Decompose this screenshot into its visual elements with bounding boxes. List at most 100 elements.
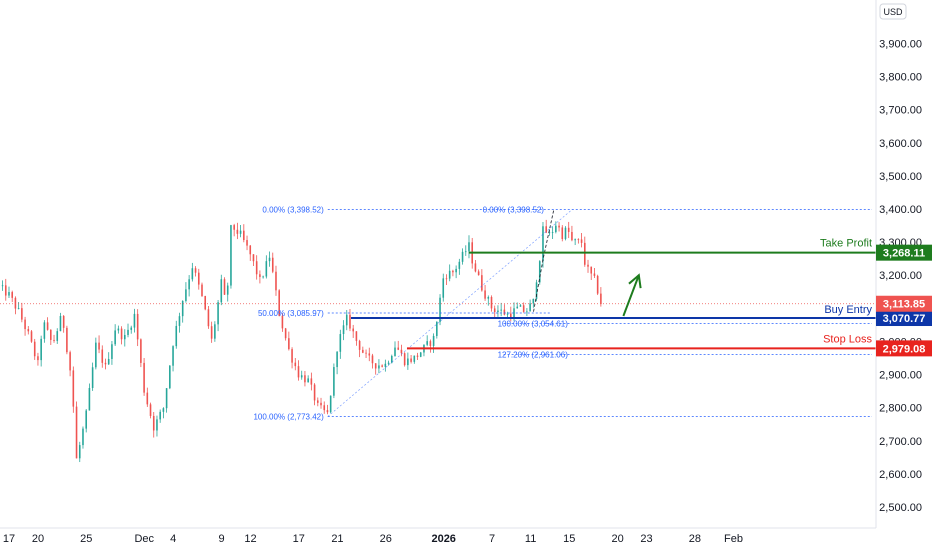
date-tick-label: 21 bbox=[331, 533, 343, 545]
candle-body bbox=[551, 232, 554, 233]
candle-body bbox=[120, 328, 123, 340]
candle-body bbox=[339, 334, 342, 352]
candles-layer bbox=[1, 219, 602, 463]
candle-body bbox=[281, 315, 284, 329]
candle-body bbox=[381, 365, 383, 367]
candle-body bbox=[255, 261, 258, 275]
candle-body bbox=[461, 251, 464, 262]
candle-body bbox=[188, 279, 190, 290]
candle-body bbox=[123, 334, 126, 340]
candle-body bbox=[75, 406, 78, 459]
level-price-text: 3,070.77 bbox=[883, 313, 926, 325]
price-tick-label: 3,600.00 bbox=[879, 138, 922, 150]
candle-body bbox=[82, 428, 84, 446]
candle-body bbox=[178, 316, 181, 326]
candle-body bbox=[503, 309, 506, 315]
date-tick-label: 25 bbox=[80, 533, 92, 545]
candle-body bbox=[583, 242, 586, 265]
candle-body bbox=[130, 327, 133, 330]
date-tick-label: 20 bbox=[611, 533, 623, 545]
candle-body bbox=[535, 282, 538, 299]
last-price-badge bbox=[876, 295, 932, 312]
currency-badge[interactable] bbox=[879, 3, 907, 20]
candle-body bbox=[243, 230, 245, 241]
price-tick-label: 2,500.00 bbox=[879, 502, 922, 514]
candle-body bbox=[33, 341, 36, 357]
candle-body bbox=[140, 339, 142, 363]
candle-body bbox=[358, 340, 361, 350]
candle-body bbox=[477, 271, 480, 276]
candle-body bbox=[413, 355, 416, 362]
candle-body bbox=[117, 328, 120, 331]
candle-body bbox=[526, 311, 528, 313]
candle-body bbox=[146, 392, 149, 405]
candle-body bbox=[497, 310, 499, 312]
level-price-badge bbox=[876, 340, 932, 357]
price-tick-label: 2,900.00 bbox=[879, 370, 922, 382]
candle-body bbox=[429, 341, 432, 346]
candle-body bbox=[66, 327, 68, 353]
candle-body bbox=[165, 388, 168, 409]
candle-body bbox=[329, 395, 332, 413]
candle-body bbox=[426, 341, 428, 345]
date-tick-label: 20 bbox=[32, 533, 44, 545]
candle-body bbox=[284, 328, 287, 339]
date-tick-label: 4 bbox=[170, 533, 176, 545]
candle-body bbox=[91, 367, 94, 388]
candle-body bbox=[194, 268, 197, 273]
candle-body bbox=[580, 239, 583, 243]
candle-body bbox=[522, 305, 525, 312]
candle-body bbox=[349, 314, 351, 329]
candle-body bbox=[233, 225, 235, 230]
price-tick-label: 3,800.00 bbox=[879, 72, 922, 84]
candle-body bbox=[169, 365, 171, 389]
candle-body bbox=[516, 306, 519, 309]
candle-body bbox=[259, 274, 261, 277]
candle-body bbox=[40, 338, 42, 361]
date-tick-label: 17 bbox=[293, 533, 305, 545]
candle-body bbox=[567, 227, 570, 232]
candle-body bbox=[249, 245, 252, 255]
currency-label: USD bbox=[883, 7, 903, 17]
candle-body bbox=[564, 227, 567, 240]
price-tick-label: 3,700.00 bbox=[879, 105, 922, 117]
candle-body bbox=[490, 297, 493, 309]
candle-body bbox=[519, 305, 522, 307]
candle-body bbox=[394, 347, 396, 356]
candle-body bbox=[181, 300, 184, 317]
candle-body bbox=[452, 270, 454, 273]
candle-body bbox=[304, 375, 306, 383]
candle-body bbox=[262, 276, 264, 278]
candle-body bbox=[17, 308, 20, 309]
candle-body bbox=[101, 349, 104, 363]
candle-body bbox=[529, 303, 531, 312]
candle-body bbox=[104, 362, 107, 365]
candle-body bbox=[162, 408, 165, 412]
fib-left-label: 100.00% (2,773.42) bbox=[253, 412, 324, 421]
fib-right-label: 0.00% (3,398.52) bbox=[483, 205, 545, 214]
candle-body bbox=[458, 261, 461, 269]
candle-body bbox=[143, 362, 145, 393]
candle-body bbox=[149, 404, 152, 416]
candle-body bbox=[320, 402, 322, 406]
candle-body bbox=[114, 330, 116, 345]
candle-body bbox=[506, 313, 509, 315]
candle-body bbox=[136, 313, 139, 340]
candle-body bbox=[342, 325, 345, 335]
date-tick-label: 7 bbox=[489, 533, 495, 545]
candle-body bbox=[69, 352, 71, 371]
candle-body bbox=[355, 331, 358, 341]
candle-body bbox=[88, 387, 91, 411]
candle-body bbox=[291, 349, 293, 363]
date-tick-label: 2026 bbox=[431, 533, 455, 545]
candle-body bbox=[500, 309, 502, 311]
candle-body bbox=[403, 353, 406, 366]
date-tick-label: 26 bbox=[380, 533, 392, 545]
candle-body bbox=[362, 349, 364, 353]
candle-body bbox=[596, 275, 599, 294]
candle-body bbox=[542, 226, 544, 262]
candle-body bbox=[204, 296, 207, 310]
